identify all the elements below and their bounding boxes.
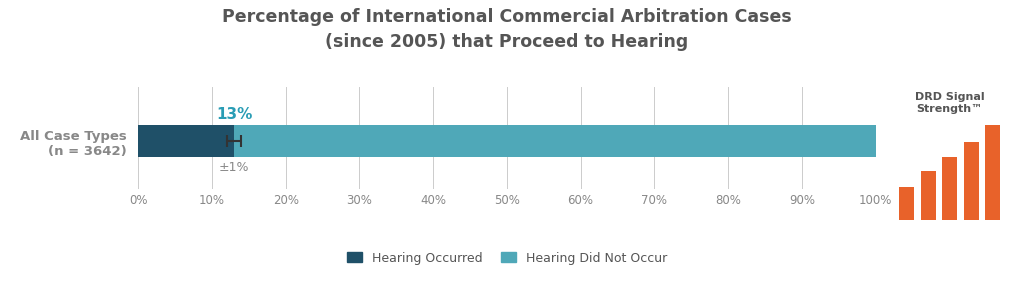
Text: Percentage of International Commercial Arbitration Cases
(since 2005) that Proce: Percentage of International Commercial A…: [222, 8, 792, 51]
Legend: Hearing Occurred, Hearing Did Not Occur: Hearing Occurred, Hearing Did Not Occur: [346, 252, 668, 265]
Bar: [899, 187, 914, 220]
Text: DRD Signal
Strength™: DRD Signal Strength™: [915, 92, 984, 114]
Text: ±1%: ±1%: [219, 161, 249, 174]
Bar: [138, 125, 234, 157]
Bar: [964, 142, 979, 220]
Text: 13%: 13%: [216, 107, 252, 122]
Bar: [985, 125, 1000, 220]
Bar: [234, 125, 876, 157]
Bar: [921, 171, 936, 220]
Bar: [942, 157, 957, 220]
